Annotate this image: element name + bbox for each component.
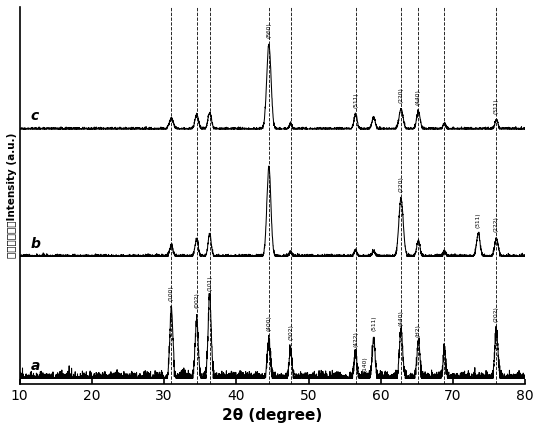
Text: a: a <box>30 359 40 373</box>
Text: (220): (220) <box>399 176 404 192</box>
Text: (002): (002) <box>194 292 199 308</box>
Y-axis label: 强度任意单位Intensity (a.u.): 强度任意单位Intensity (a.u.) <box>7 132 17 258</box>
Text: (860): (860) <box>266 22 272 38</box>
Text: (100): (100) <box>169 285 174 301</box>
Text: (302): (302) <box>288 325 293 341</box>
Text: (511): (511) <box>353 92 358 108</box>
Text: (311): (311) <box>494 98 499 114</box>
Text: (400): (400) <box>266 315 272 331</box>
Text: (440): (440) <box>399 310 404 326</box>
Text: (101): (101) <box>207 276 212 291</box>
Text: (H2): (H2) <box>416 325 421 338</box>
X-axis label: 2θ (degree): 2θ (degree) <box>222 408 322 423</box>
Text: (140): (140) <box>362 356 367 372</box>
Text: (311): (311) <box>476 212 481 228</box>
Text: (440): (440) <box>416 89 421 105</box>
Text: (220): (220) <box>399 87 404 102</box>
Text: (422): (422) <box>353 331 358 347</box>
Text: (222): (222) <box>494 216 499 232</box>
Text: (511): (511) <box>371 316 376 332</box>
Text: (202): (202) <box>494 306 499 322</box>
Text: b: b <box>30 237 41 251</box>
Text: c: c <box>30 110 39 123</box>
